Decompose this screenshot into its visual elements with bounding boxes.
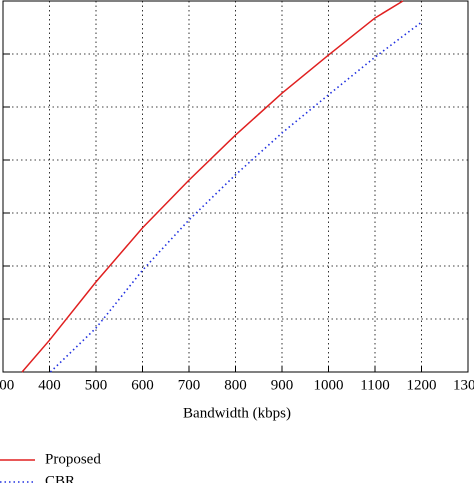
x-axis-label: Bandwidth (kbps): [183, 405, 291, 421]
x-tick-label: 1300: [453, 377, 474, 393]
x-tick-label: 400: [38, 377, 61, 393]
x-tick-label: 1000: [314, 377, 344, 393]
x-tick-label: 700: [178, 377, 201, 393]
x-tick-label: 500: [85, 377, 108, 393]
x-tick-label: 1100: [360, 377, 389, 393]
x-tick-label: 300: [0, 377, 14, 393]
x-tick-label: 600: [131, 377, 154, 393]
x-tick-label: 800: [224, 377, 247, 393]
legend-label: Proposed: [45, 451, 101, 467]
series-line: [21, 0, 404, 373]
x-tick-label: 900: [271, 377, 294, 393]
plot-frame: [2, 0, 469, 373]
legend-label: CBR: [45, 473, 75, 483]
x-tick-label: 1200: [407, 377, 437, 393]
series-line: [49, 21, 422, 373]
